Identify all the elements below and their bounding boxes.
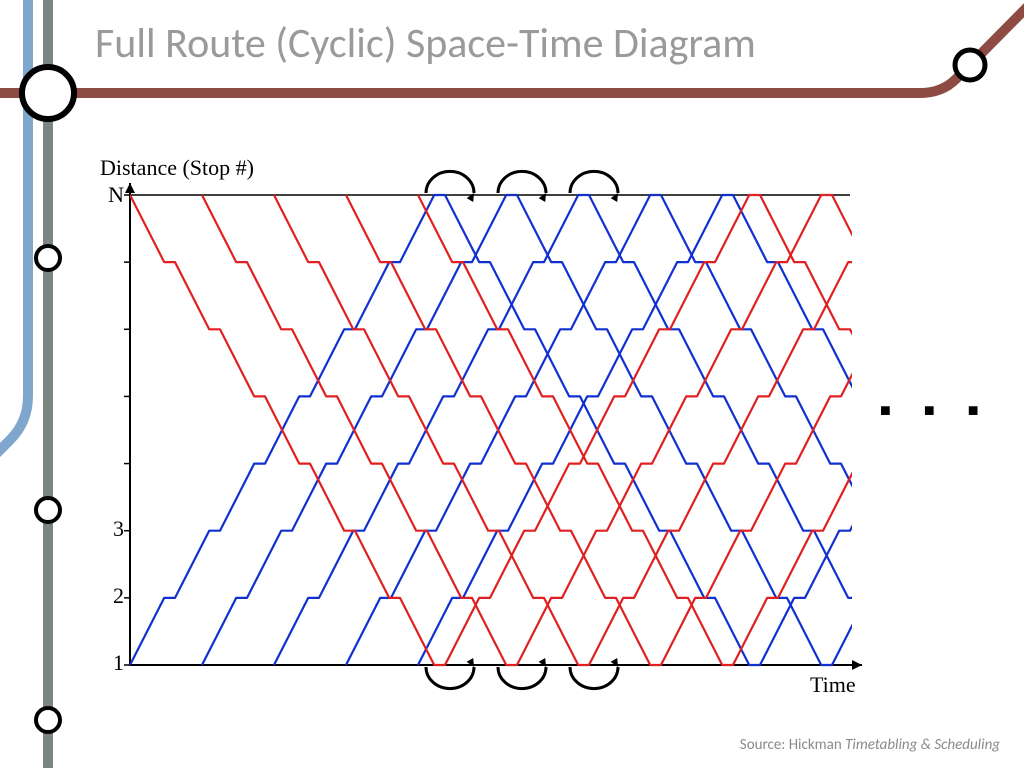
y-tick-1: 1: [100, 650, 124, 676]
source-italic: Timetabling & Scheduling: [845, 736, 1000, 754]
continuation-ellipsis: ■ ■ ■: [880, 400, 993, 421]
decor-lines: [0, 0, 1024, 768]
space-time-chart: [0, 0, 1024, 768]
y-axis-label: Distance (Stop #): [100, 155, 254, 181]
y-tick-2: 2: [100, 583, 124, 609]
y-tick-N: N: [100, 182, 124, 208]
y-tick-3: 3: [100, 516, 124, 542]
page-title: Full Route (Cyclic) Space-Time Diagram: [95, 18, 756, 69]
x-axis-label: Time: [810, 672, 856, 698]
source-prefix: Source: Hickman: [740, 736, 845, 754]
source-caption: Source: Hickman Timetabling & Scheduling: [740, 736, 1000, 754]
